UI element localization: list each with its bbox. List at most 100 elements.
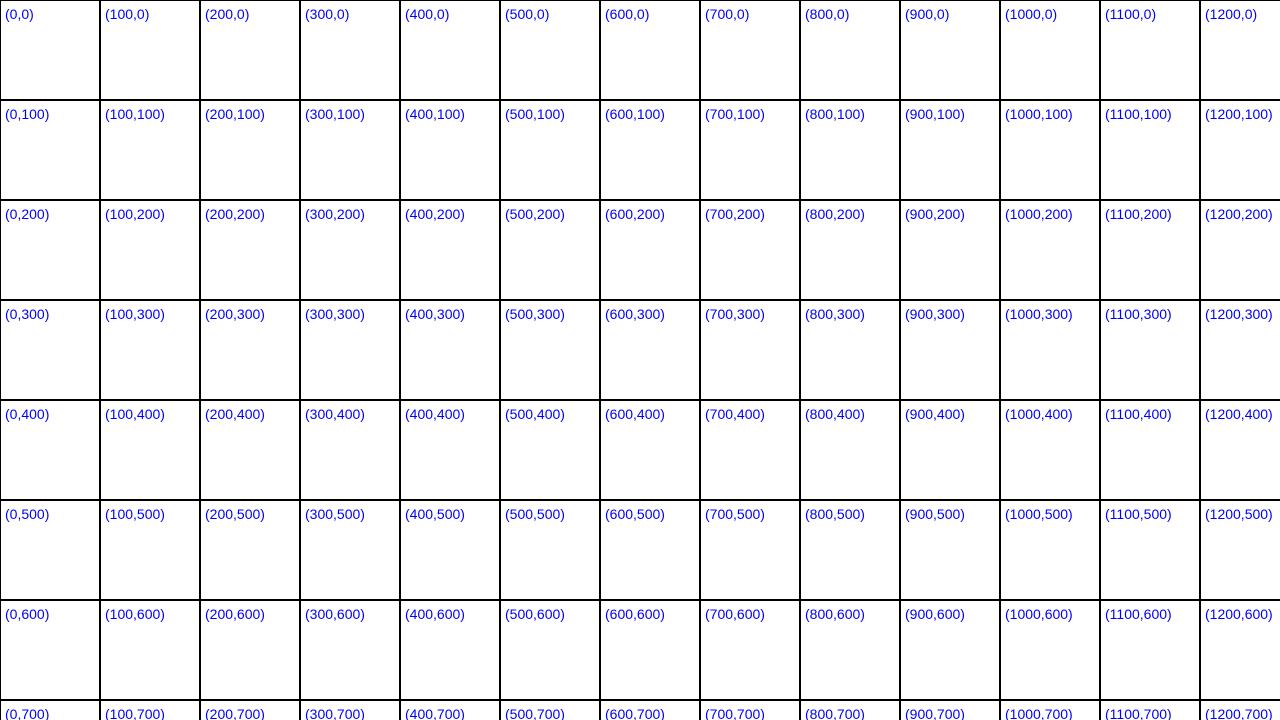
grid-cell: (100,300) — [100, 300, 200, 400]
grid-cell-label: (1100,700) — [1105, 706, 1172, 720]
grid-cell: (300,600) — [300, 600, 400, 700]
grid-cell-label: (1100,400) — [1105, 406, 1172, 422]
grid-cell-label: (0,400) — [5, 406, 50, 422]
grid-cell-label: (500,600) — [505, 606, 565, 622]
grid-cell-label: (1200,500) — [1205, 506, 1273, 522]
grid-cell-label: (200,0) — [205, 6, 250, 22]
grid-cell: (700,0) — [700, 0, 800, 100]
grid-cell: (600,400) — [600, 400, 700, 500]
grid-cell-label: (200,600) — [205, 606, 265, 622]
grid-cell: (700,400) — [700, 400, 800, 500]
grid-cell-label: (300,100) — [305, 106, 365, 122]
grid-cell: (100,400) — [100, 400, 200, 500]
grid-cell-label: (300,200) — [305, 206, 365, 222]
grid-cell: (1200,200) — [1200, 200, 1280, 300]
grid-cell: (900,200) — [900, 200, 1000, 300]
grid-cell: (200,400) — [200, 400, 300, 500]
grid-cell-label: (300,300) — [305, 306, 365, 322]
grid-cell: (700,600) — [700, 600, 800, 700]
grid-cell-label: (700,300) — [705, 306, 765, 322]
grid-cell: (500,300) — [500, 300, 600, 400]
grid-cell: (100,600) — [100, 600, 200, 700]
grid-cell-label: (400,0) — [405, 6, 450, 22]
grid-cell: (1200,600) — [1200, 600, 1280, 700]
grid-cell: (200,100) — [200, 100, 300, 200]
grid-cell-label: (600,300) — [605, 306, 665, 322]
grid-cell: (100,700) — [100, 700, 200, 720]
grid-cell: (400,700) — [400, 700, 500, 720]
grid-cell: (1200,300) — [1200, 300, 1280, 400]
grid-cell: (800,400) — [800, 400, 900, 500]
grid-cell: (800,600) — [800, 600, 900, 700]
grid-cell: (600,100) — [600, 100, 700, 200]
grid-cell-label: (300,400) — [305, 406, 365, 422]
grid-cell: (600,700) — [600, 700, 700, 720]
grid-cell: (400,400) — [400, 400, 500, 500]
grid-cell: (400,200) — [400, 200, 500, 300]
grid-cell: (200,0) — [200, 0, 300, 100]
grid-cell-label: (500,500) — [505, 506, 565, 522]
grid-cell: (800,100) — [800, 100, 900, 200]
grid-cell-label: (1200,700) — [1205, 706, 1273, 720]
grid-cell-label: (100,500) — [105, 506, 165, 522]
grid-cell-label: (700,700) — [705, 706, 765, 720]
grid-cell: (100,100) — [100, 100, 200, 200]
grid-cell: (500,0) — [500, 0, 600, 100]
grid-cell-label: (900,700) — [905, 706, 965, 720]
grid-cell-label: (700,600) — [705, 606, 765, 622]
grid-cell: (1000,700) — [1000, 700, 1100, 720]
grid-cell: (200,300) — [200, 300, 300, 400]
grid-cell: (300,200) — [300, 200, 400, 300]
grid-cell-label: (100,200) — [105, 206, 165, 222]
grid-cell: (1200,700) — [1200, 700, 1280, 720]
grid-cell-label: (1000,500) — [1005, 506, 1073, 522]
grid-cell-label: (1000,700) — [1005, 706, 1073, 720]
grid-cell: (500,600) — [500, 600, 600, 700]
grid-cell-label: (1000,600) — [1005, 606, 1073, 622]
grid-cell-label: (300,0) — [305, 6, 350, 22]
grid-cell-label: (1000,200) — [1005, 206, 1073, 222]
grid-cell-label: (600,200) — [605, 206, 665, 222]
grid-cell-label: (500,0) — [505, 6, 550, 22]
grid-cell-label: (400,100) — [405, 106, 465, 122]
grid-cell-label: (300,600) — [305, 606, 365, 622]
grid-cell: (1200,100) — [1200, 100, 1280, 200]
grid-cell: (200,700) — [200, 700, 300, 720]
grid-cell: (0,200) — [0, 200, 100, 300]
grid-cell-label: (400,400) — [405, 406, 465, 422]
grid-cell: (800,300) — [800, 300, 900, 400]
grid-cell: (1000,400) — [1000, 400, 1100, 500]
grid-cell: (500,400) — [500, 400, 600, 500]
grid-cell: (900,500) — [900, 500, 1000, 600]
grid-cell-label: (200,400) — [205, 406, 265, 422]
grid-cell-label: (100,700) — [105, 706, 165, 720]
grid-cell: (500,500) — [500, 500, 600, 600]
grid-cell: (0,0) — [0, 0, 100, 100]
grid-cell: (300,100) — [300, 100, 400, 200]
grid-cell-label: (500,300) — [505, 306, 565, 322]
grid-cell: (400,300) — [400, 300, 500, 400]
grid-cell-label: (1200,300) — [1205, 306, 1273, 322]
grid-cell-label: (0,500) — [5, 506, 50, 522]
grid-cell-label: (400,500) — [405, 506, 465, 522]
grid-cell-label: (100,600) — [105, 606, 165, 622]
grid-cell: (1200,500) — [1200, 500, 1280, 600]
grid-cell: (0,100) — [0, 100, 100, 200]
grid-cell-label: (900,300) — [905, 306, 965, 322]
grid-cell-label: (900,200) — [905, 206, 965, 222]
grid-cell: (200,600) — [200, 600, 300, 700]
grid-cell: (300,0) — [300, 0, 400, 100]
grid-cell: (200,500) — [200, 500, 300, 600]
grid-cell-label: (900,600) — [905, 606, 965, 622]
grid-cell-label: (0,600) — [5, 606, 50, 622]
grid-cell-label: (1200,400) — [1205, 406, 1273, 422]
grid-cell-label: (700,500) — [705, 506, 765, 522]
grid-cell-label: (1200,600) — [1205, 606, 1273, 622]
grid-cell-label: (800,100) — [805, 106, 865, 122]
grid-cell: (900,700) — [900, 700, 1000, 720]
grid-cell-label: (1000,0) — [1005, 6, 1058, 22]
grid-cell-label: (1100,500) — [1105, 506, 1172, 522]
grid-cell-label: (800,700) — [805, 706, 865, 720]
grid-cell-label: (700,200) — [705, 206, 765, 222]
